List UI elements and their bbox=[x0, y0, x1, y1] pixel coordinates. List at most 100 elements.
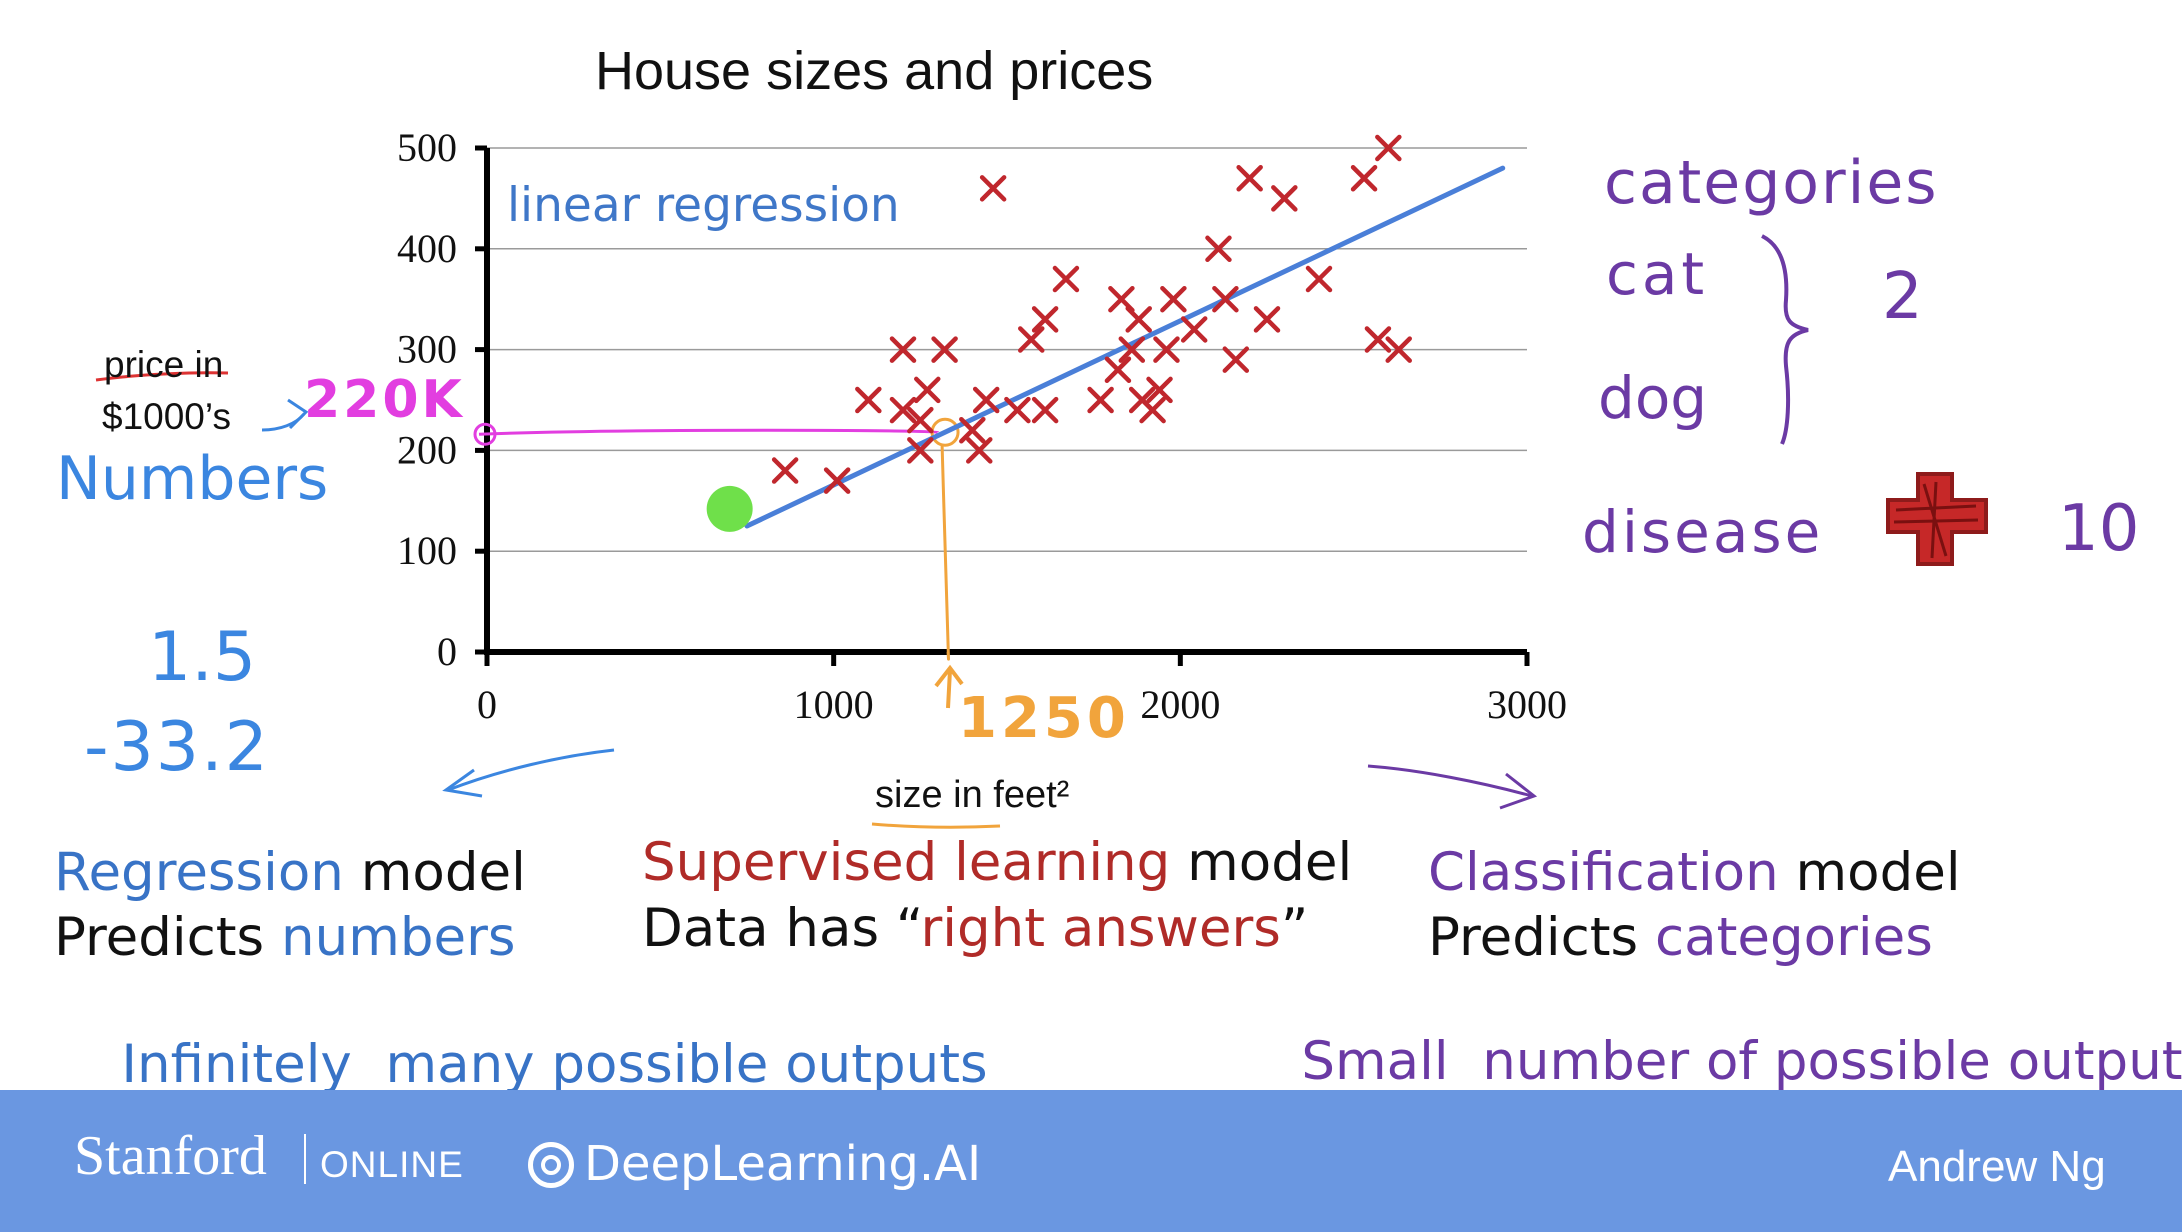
data-point bbox=[1125, 306, 1152, 333]
data-point-stroke bbox=[1125, 306, 1152, 333]
data-point bbox=[1305, 265, 1333, 293]
regression-line-group bbox=[744, 165, 1506, 529]
arrow-right-purple-head-icon bbox=[1499, 772, 1538, 810]
data-point bbox=[1160, 285, 1187, 313]
scatter-chart: 0 100 200 300 400 500 0 1000 2000 3000 bbox=[95, 125, 1988, 829]
categories-title: categories bbox=[1604, 148, 1939, 218]
data-point bbox=[1222, 346, 1250, 373]
data-point-stroke bbox=[1350, 164, 1378, 192]
data-point-stroke bbox=[1375, 134, 1402, 162]
regression-line-label: linear regression bbox=[507, 178, 900, 233]
x-tick-label: 2000 bbox=[1140, 682, 1220, 727]
data-point-stroke bbox=[1139, 396, 1166, 424]
x-axis-label: size in feet² bbox=[875, 774, 1069, 817]
y-axis-label-line2: $1000’s bbox=[102, 396, 231, 437]
y-tick-label: 200 bbox=[397, 427, 457, 472]
data-point-stroke bbox=[1146, 376, 1173, 404]
data-point-stroke bbox=[855, 386, 882, 414]
author-name: Andrew Ng bbox=[1888, 1142, 2106, 1191]
data-point bbox=[907, 406, 934, 434]
data-point-stroke bbox=[1385, 336, 1412, 363]
x-label-underline bbox=[871, 822, 1001, 829]
data-point-stroke bbox=[1180, 316, 1208, 343]
data-point-stroke bbox=[1236, 164, 1263, 192]
reading-guides bbox=[473, 417, 960, 661]
regression-caption-line2: Predicts numbers bbox=[54, 907, 516, 968]
data-point bbox=[1350, 164, 1378, 192]
data-point bbox=[1018, 326, 1045, 353]
data-point bbox=[771, 457, 799, 484]
data-point bbox=[1212, 285, 1239, 313]
axes bbox=[475, 145, 1530, 666]
regression-line bbox=[744, 165, 1506, 529]
arrow-up-icon bbox=[934, 664, 964, 709]
output-example-1: 1.5 bbox=[148, 618, 257, 697]
data-point-stroke bbox=[1153, 336, 1180, 363]
data-point bbox=[1236, 164, 1263, 192]
data-point-stroke bbox=[1305, 265, 1333, 293]
data-point-stroke bbox=[823, 467, 851, 494]
classification-model-word: model bbox=[1795, 842, 1961, 903]
data-point-stroke bbox=[1253, 306, 1281, 333]
slide: House sizes and prices 0 100 200 300 400 500 0… bbox=[54, 41, 2182, 1095]
y-axis-label-line1: price in bbox=[104, 344, 224, 385]
data-point-stroke bbox=[966, 437, 993, 464]
arrow-right-purple-icon bbox=[1367, 764, 1533, 798]
data-point bbox=[1118, 336, 1146, 363]
supervised-data-has: Data has “ bbox=[642, 898, 921, 959]
classification-caption-line3: Small number of possible outputs bbox=[1234, 970, 2182, 1153]
data-point-stroke bbox=[914, 376, 941, 404]
deeplearning-logo-text: DeepLearning.AI bbox=[584, 1136, 982, 1192]
supervised-right-answers: right answers bbox=[920, 898, 1281, 959]
category-count: 2 bbox=[1882, 260, 1923, 334]
x-axis-label-text: size in feet² bbox=[875, 774, 1070, 816]
x-tick-label: 0 bbox=[477, 682, 497, 727]
data-point-stroke bbox=[1104, 356, 1132, 384]
data-point bbox=[855, 386, 882, 414]
category-dog: dog bbox=[1598, 364, 1708, 432]
size-guide-line bbox=[940, 444, 951, 661]
data-point bbox=[1052, 265, 1080, 293]
y-tick-label: 100 bbox=[397, 528, 457, 573]
regression-caption-line1: Regression model bbox=[54, 842, 526, 903]
category-disease: disease bbox=[1582, 498, 1824, 566]
data-point-stroke bbox=[907, 406, 934, 434]
classification-predicts: Predicts bbox=[1428, 907, 1639, 968]
data-point bbox=[1364, 326, 1392, 353]
y-tick-label: 500 bbox=[397, 125, 457, 170]
regression-caption-line3: Infinitely many possible outputs bbox=[54, 973, 987, 1156]
data-point-stroke bbox=[1364, 326, 1392, 353]
data-point bbox=[1271, 185, 1298, 212]
data-point bbox=[959, 416, 986, 444]
regression-predicts-numbers: numbers bbox=[281, 907, 516, 968]
data-point-stroke bbox=[979, 175, 1007, 202]
data-point bbox=[979, 175, 1007, 202]
data-point bbox=[972, 386, 1000, 414]
x-tick-label: 1000 bbox=[794, 682, 874, 727]
classification-word: Classification bbox=[1428, 842, 1779, 903]
y-tick-label: 400 bbox=[397, 226, 457, 271]
red-cross-icon bbox=[1886, 472, 1988, 566]
price-underline bbox=[95, 371, 229, 382]
tick-labels: 0 100 200 300 400 500 0 1000 2000 3000 bbox=[397, 125, 1567, 727]
category-cat: cat bbox=[1606, 240, 1709, 308]
data-point-stroke bbox=[1271, 185, 1298, 212]
highlight-point bbox=[706, 485, 753, 532]
data-point bbox=[1139, 396, 1166, 424]
price-read-annotation: 220K bbox=[304, 370, 465, 430]
data-point bbox=[931, 336, 958, 363]
data-point-stroke bbox=[771, 457, 799, 484]
data-point-stroke bbox=[959, 416, 986, 444]
data-point bbox=[966, 437, 993, 464]
data-point-stroke bbox=[1031, 306, 1059, 333]
classification-caption-line1: Classification model bbox=[1428, 842, 1961, 903]
data-point bbox=[1104, 356, 1132, 384]
chart-title: House sizes and prices bbox=[595, 41, 1154, 101]
data-point-stroke bbox=[889, 336, 917, 363]
data-point-stroke bbox=[1031, 396, 1059, 424]
handwritten-marks bbox=[95, 234, 1988, 829]
supervised-close-quote: ” bbox=[1280, 898, 1309, 959]
footer-bar: Stanford ONLINE DeepLearning.AI Andrew N… bbox=[0, 1090, 2182, 1232]
supervised-word: Supervised learning bbox=[642, 832, 1171, 893]
regression-word: Regression bbox=[54, 842, 344, 903]
